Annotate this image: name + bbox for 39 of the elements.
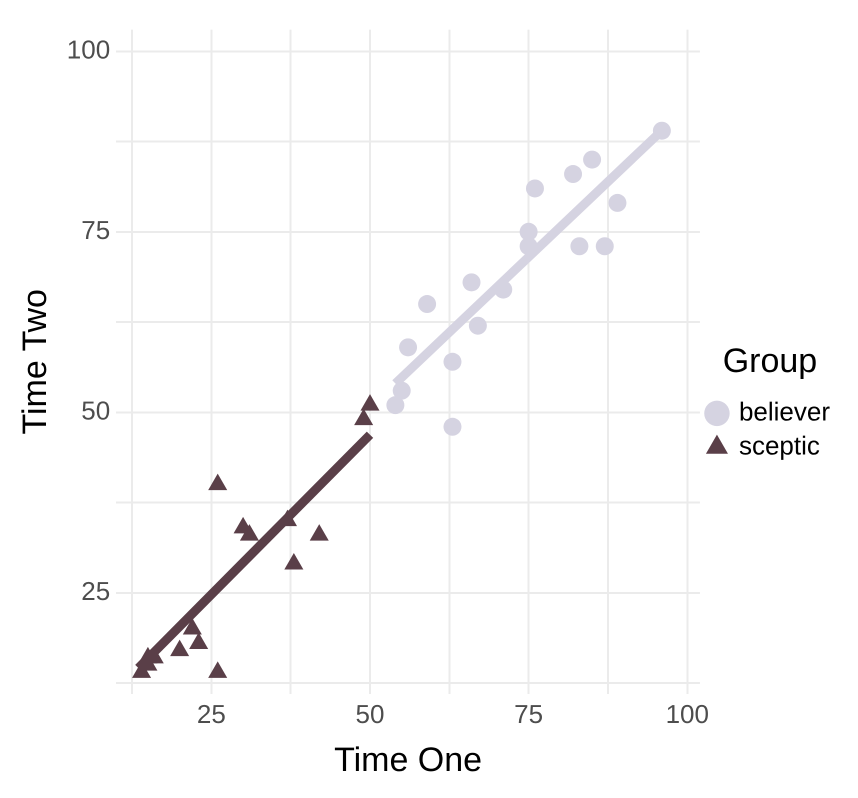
legend-title: Group	[722, 342, 818, 380]
y-tick-label: 25	[81, 576, 110, 606]
y-tick-label: 75	[81, 214, 110, 245]
point	[596, 237, 614, 256]
point	[418, 295, 436, 314]
point	[443, 352, 462, 371]
point	[392, 382, 411, 400]
x-tick-label: 25	[196, 698, 226, 729]
point	[399, 338, 418, 356]
point	[570, 237, 588, 256]
point	[284, 553, 304, 570]
point	[494, 280, 512, 299]
point	[310, 524, 329, 541]
point	[208, 474, 228, 490]
point	[354, 408, 374, 426]
legend-label: believer	[738, 396, 830, 427]
point	[652, 122, 671, 140]
point	[182, 618, 202, 635]
point	[608, 194, 626, 212]
point	[240, 524, 259, 541]
x-tick-label: 75	[514, 698, 544, 729]
point	[583, 150, 602, 169]
legend-label: sceptic	[738, 430, 820, 461]
point	[462, 273, 481, 292]
point	[386, 396, 404, 414]
point	[468, 316, 487, 335]
y-tick-label: 50	[81, 396, 110, 426]
y-axis-title: Time Two	[16, 289, 54, 435]
point	[520, 237, 538, 256]
point	[360, 394, 380, 411]
point	[526, 179, 544, 198]
point	[443, 418, 462, 436]
x-axis-title: Time One	[334, 740, 482, 779]
x-tick-label: 50	[356, 698, 384, 729]
y-tick-label: 100	[66, 34, 110, 64]
point	[564, 165, 582, 184]
point	[208, 661, 228, 678]
point	[170, 640, 190, 656]
x-tick-label: 100	[666, 698, 709, 729]
